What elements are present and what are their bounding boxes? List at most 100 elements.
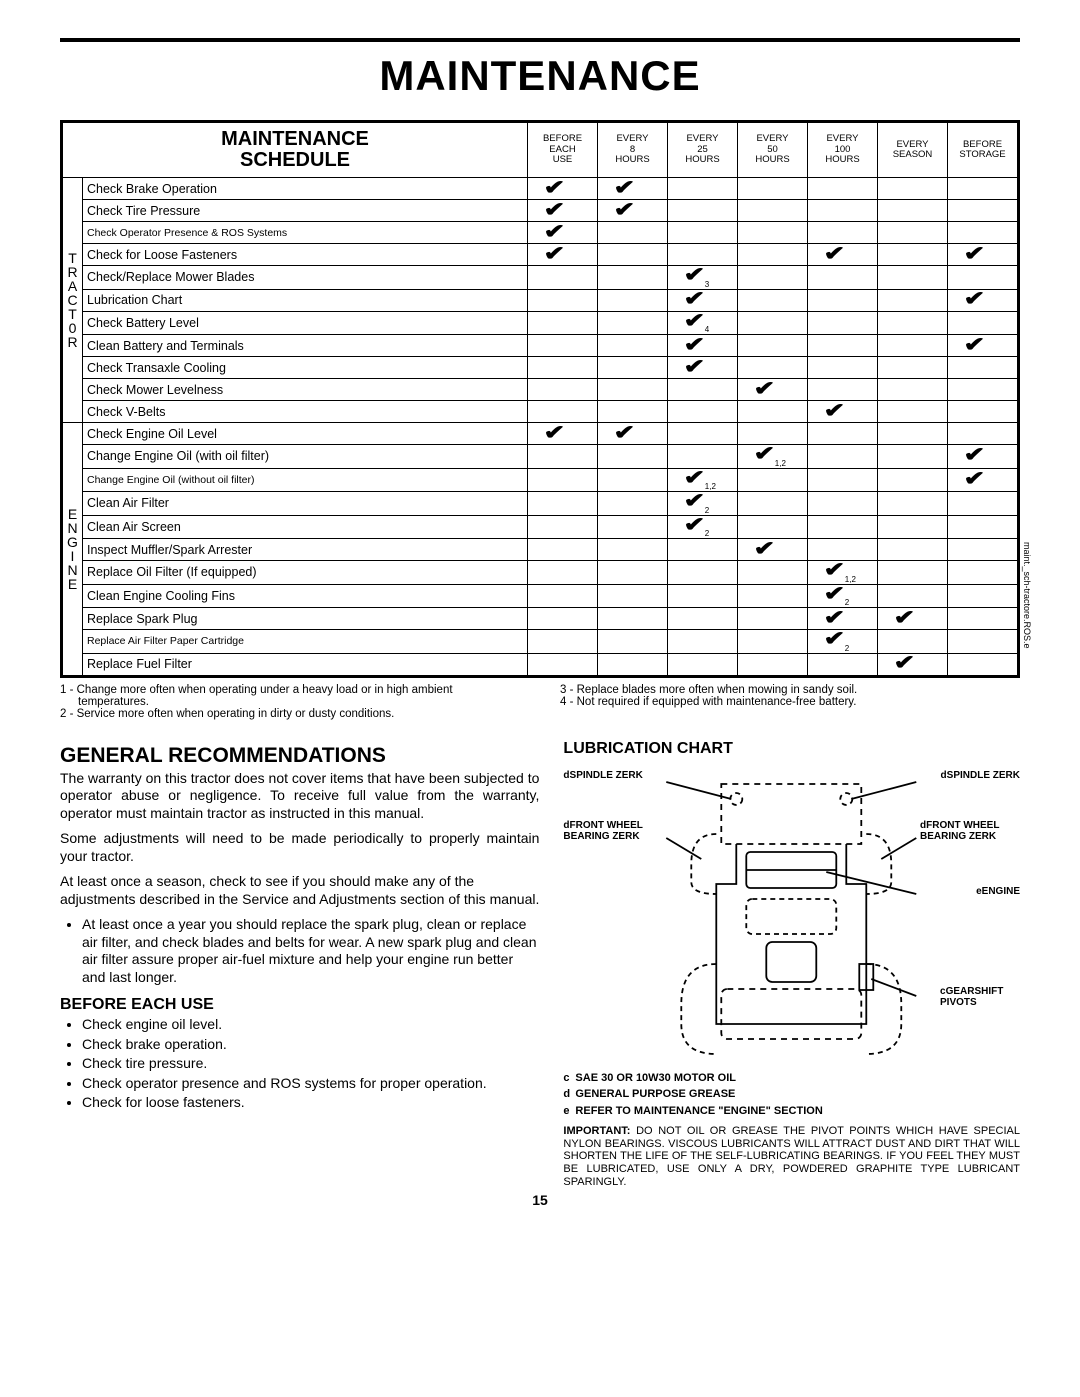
schedule-cell — [738, 653, 808, 675]
side-code-text: maint._sch-tractore.ROS.e — [1022, 542, 1032, 649]
schedule-item: Replace Fuel Filter — [83, 653, 528, 675]
schedule-cell — [598, 244, 668, 266]
check-icon: ✔ — [963, 448, 985, 462]
schedule-cell — [528, 608, 598, 630]
check-icon: ✔ — [543, 181, 565, 195]
schedule-cell — [878, 289, 948, 311]
schedule-cell — [528, 379, 598, 401]
footnote: 1 - Change more often when operating und… — [60, 684, 520, 708]
schedule-cell — [668, 445, 738, 469]
schedule-cell: ✔ — [808, 401, 878, 423]
general-bullet-1: At least once a year you should replace … — [82, 916, 539, 986]
check-icon: ✔ — [683, 518, 705, 532]
schedule-col-0: BEFOREEACHUSE — [528, 123, 598, 178]
schedule-cell — [738, 178, 808, 200]
schedule-cell — [598, 468, 668, 492]
schedule-cell — [948, 515, 1018, 539]
check-icon: ✔ — [683, 338, 705, 352]
group-label-1: ENGINE — [63, 423, 83, 676]
schedule-cell — [808, 379, 878, 401]
schedule-item: Change Engine Oil (with oil filter) — [83, 445, 528, 469]
schedule-cell — [738, 266, 808, 290]
schedule-cell — [668, 200, 738, 222]
before-each-item: Check brake operation. — [82, 1036, 539, 1054]
schedule-cell — [598, 379, 668, 401]
schedule-col-2: EVERY25HOURS — [668, 123, 738, 178]
check-icon: ✔ — [543, 426, 565, 440]
check-icon: ✔ — [963, 247, 985, 261]
schedule-item: Replace Spark Plug — [83, 608, 528, 630]
schedule-cell — [948, 311, 1018, 335]
schedule-cell — [528, 539, 598, 561]
schedule-cell: ✔ — [808, 608, 878, 630]
schedule-cell: ✔ — [878, 653, 948, 675]
footnote: 2 - Service more often when operating in… — [60, 708, 520, 720]
check-icon: ✔ — [683, 360, 705, 374]
schedule-cell — [948, 379, 1018, 401]
check-icon: ✔ — [823, 587, 845, 601]
schedule-col-1: EVERY8HOURS — [598, 123, 668, 178]
schedule-item: Check V-Belts — [83, 401, 528, 423]
schedule-item: Check for Loose Fasteners — [83, 244, 528, 266]
schedule-item: Clean Air Filter — [83, 492, 528, 516]
label-spindle-right: dSPINDLE ZERK — [941, 770, 1020, 781]
schedule-cell — [878, 379, 948, 401]
schedule-cell — [808, 357, 878, 379]
schedule-cell: ✔3 — [668, 266, 738, 290]
check-icon: ✔ — [683, 268, 705, 282]
maintenance-schedule-table: MAINTENANCESCHEDULEBEFOREEACHUSEEVERY8HO… — [60, 120, 1020, 678]
before-each-item: Check engine oil level. — [82, 1016, 539, 1034]
general-bullets: At least once a year you should replace … — [60, 916, 539, 986]
check-icon: ✔ — [543, 203, 565, 217]
footnote: 3 - Replace blades more often when mowin… — [560, 684, 1020, 696]
schedule-cell — [948, 630, 1018, 654]
schedule-cell — [878, 244, 948, 266]
schedule-cell — [948, 200, 1018, 222]
schedule-cell — [528, 311, 598, 335]
schedule-cell — [738, 311, 808, 335]
schedule-cell — [738, 561, 808, 585]
schedule-cell — [738, 335, 808, 357]
schedule-cell — [808, 653, 878, 675]
schedule-col-5: EVERYSEASON — [878, 123, 948, 178]
schedule-cell — [668, 653, 738, 675]
schedule-item: Clean Engine Cooling Fins — [83, 584, 528, 608]
schedule-cell — [738, 423, 808, 445]
schedule-cell — [878, 335, 948, 357]
schedule-cell — [738, 357, 808, 379]
check-icon: ✔ — [823, 563, 845, 577]
check-icon: ✔ — [823, 632, 845, 646]
schedule-cell — [738, 630, 808, 654]
schedule-cell: ✔2 — [668, 515, 738, 539]
schedule-cell — [668, 401, 738, 423]
check-icon: ✔ — [683, 494, 705, 508]
schedule-cell — [528, 266, 598, 290]
schedule-cell: ✔ — [528, 222, 598, 244]
schedule-cell — [878, 561, 948, 585]
check-icon: ✔ — [543, 247, 565, 261]
schedule-cell — [528, 653, 598, 675]
before-each-item: Check tire pressure. — [82, 1055, 539, 1073]
schedule-cell — [598, 401, 668, 423]
schedule-cell — [948, 178, 1018, 200]
schedule-cell: ✔1,2 — [668, 468, 738, 492]
important-note: IMPORTANT: DO NOT OIL OR GREASE THE PIVO… — [563, 1125, 1020, 1188]
schedule-cell — [598, 311, 668, 335]
schedule-cell — [668, 584, 738, 608]
schedule-cell — [738, 244, 808, 266]
schedule-cell — [948, 561, 1018, 585]
schedule-cell: ✔ — [668, 357, 738, 379]
schedule-cell — [598, 630, 668, 654]
schedule-cell — [878, 200, 948, 222]
schedule-cell — [598, 357, 668, 379]
schedule-cell — [738, 401, 808, 423]
schedule-cell: ✔ — [668, 335, 738, 357]
schedule-cell — [598, 539, 668, 561]
schedule-cell — [528, 335, 598, 357]
schedule-cell — [598, 445, 668, 469]
schedule-cell — [528, 515, 598, 539]
schedule-cell — [528, 401, 598, 423]
general-p1: The warranty on this tractor does not co… — [60, 770, 539, 823]
check-icon: ✔ — [893, 656, 915, 670]
schedule-cell — [598, 584, 668, 608]
